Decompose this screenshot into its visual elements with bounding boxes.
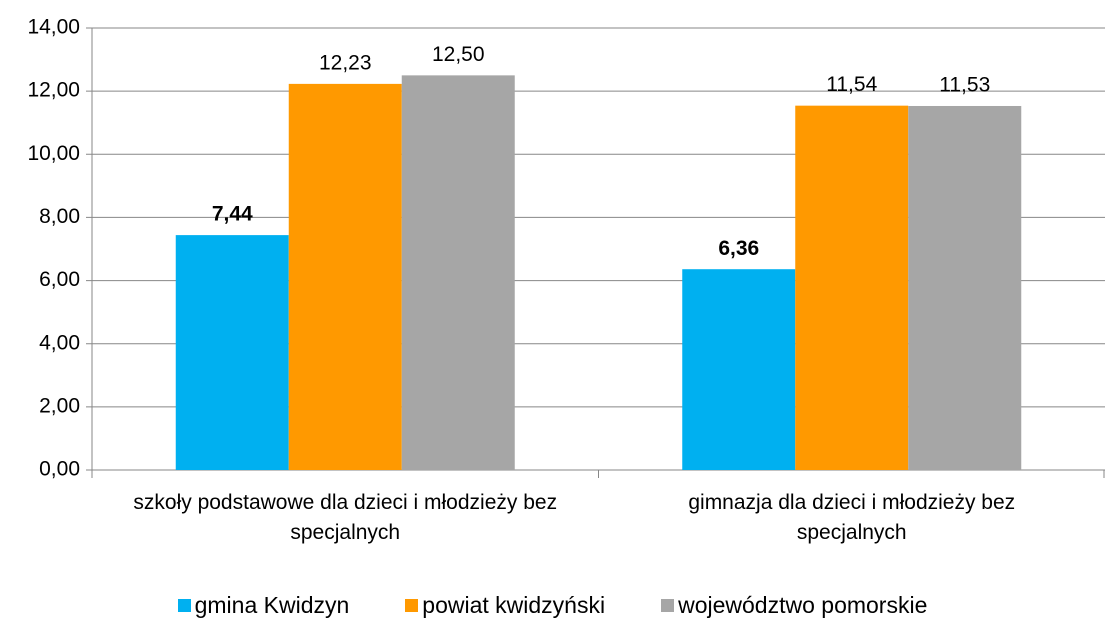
y-tick-label: 6,00	[39, 268, 80, 291]
legend-item: powiat kwidzyński	[405, 592, 605, 619]
legend-item: województwo pomorskie	[661, 592, 927, 619]
y-tick-label: 2,00	[39, 394, 80, 417]
legend-label: powiat kwidzyński	[422, 592, 606, 618]
bar	[288, 83, 402, 470]
y-tick-label: 12,00	[27, 79, 80, 102]
bar	[682, 269, 796, 470]
y-tick-label: 14,00	[27, 16, 80, 39]
data-label: 12,23	[319, 51, 372, 74]
data-label: 6,36	[718, 237, 759, 260]
y-tick-label: 0,00	[39, 458, 80, 481]
legend-swatch	[661, 599, 675, 612]
x-tick-label: gimnazja dla dzieci i młodzieży bez spec…	[688, 491, 1016, 544]
data-label: 12,50	[432, 43, 485, 66]
data-label: 11,53	[939, 74, 990, 97]
data-label: 11,54	[826, 73, 877, 96]
y-tick-label: 10,00	[27, 142, 80, 165]
x-tick-label: szkoły podstawowe dla dzieci i młodzieży…	[133, 491, 558, 544]
data-label: 7,44	[212, 203, 253, 226]
y-tick-label: 4,00	[39, 331, 80, 354]
bar	[401, 75, 515, 470]
legend-swatch	[177, 599, 191, 612]
legend-label: gmina Kwidzyn	[194, 592, 350, 618]
legend-label: województwo pomorskie	[678, 592, 928, 618]
bar	[908, 105, 1022, 470]
plot: 0,00 2,00 4,00 6,00 8,00 10,00 12,00 14,00 7,44 1…	[27, 16, 1105, 481]
legend-swatch	[405, 599, 419, 612]
legend: gmina Kwidzyn powiat kwidzyński województw…	[0, 592, 1105, 619]
y-tick-label: 8,00	[39, 205, 80, 228]
bar	[175, 235, 289, 470]
bar	[795, 105, 909, 470]
legend-item: gmina Kwidzyn	[177, 592, 350, 619]
